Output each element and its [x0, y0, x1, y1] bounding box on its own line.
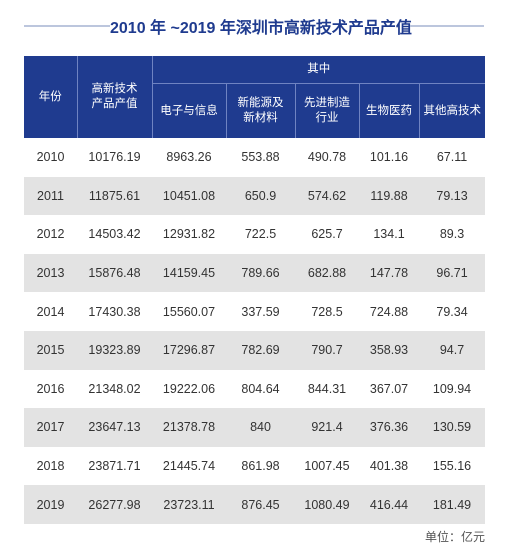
- cell-year: 2019: [24, 485, 77, 524]
- cell-other-tech: 96.71: [419, 253, 486, 293]
- cell-electronics: 14159.45: [152, 253, 226, 293]
- unit-note: 单位：亿元: [424, 530, 485, 544]
- cell-electronics: 8963.26: [152, 138, 226, 177]
- cell-total: 17430.38: [77, 292, 152, 331]
- cell-year: 2011: [24, 176, 77, 216]
- cell-biomedicine: 724.88: [359, 292, 419, 331]
- title-rule-right: [410, 25, 484, 27]
- table-row: 2018 23871.71 21445.74 861.98 1007.45 401.38 1…: [24, 446, 486, 486]
- table-row: 2015 19323.89 17296.87 782.69 790.7 358.93 94.…: [24, 330, 486, 370]
- cell-new-energy: 861.98: [226, 446, 295, 486]
- cell-new-energy: 553.88: [226, 138, 295, 177]
- page-title: 2010 年 ~2019 年深圳市高新技术产品产值: [110, 20, 412, 37]
- cell-other-tech: 155.16: [419, 446, 486, 486]
- cell-total: 15876.48: [77, 253, 152, 293]
- cell-new-energy: 782.69: [226, 330, 295, 370]
- cell-biomedicine: 376.36: [359, 408, 419, 447]
- table-row: 2012 14503.42 12931.82 722.5 625.7 134.1 89.3: [24, 215, 486, 254]
- table-row: 2019 26277.98 23723.11 876.45 1080.49 416.44 1…: [24, 485, 486, 524]
- cell-other-tech: 130.59: [419, 408, 486, 447]
- cell-electronics: 23723.11: [152, 485, 226, 524]
- cell-biomedicine: 367.07: [359, 369, 419, 409]
- cell-year: 2016: [24, 369, 77, 409]
- table-row: 2011 11875.61 10451.08 650.9 574.62 119.88 79.…: [24, 176, 486, 216]
- cell-total: 10176.19: [77, 138, 152, 177]
- cell-other-tech: 89.3: [419, 215, 486, 254]
- cell-new-energy: 876.45: [226, 485, 295, 524]
- table-body: 2010 10176.19 8963.26 553.88 490.78 101.16 67.…: [24, 138, 486, 524]
- cell-electronics: 17296.87: [152, 330, 226, 370]
- cell-new-energy: 789.66: [226, 253, 295, 293]
- cell-electronics: 19222.06: [152, 369, 226, 409]
- header-year: 年份: [24, 56, 77, 138]
- cell-other-tech: 79.34: [419, 292, 486, 331]
- cell-biomedicine: 101.16: [359, 138, 419, 177]
- cell-total: 23871.71: [77, 446, 152, 486]
- cell-total: 11875.61: [77, 176, 152, 216]
- header-new-energy: 新能源及 新材料: [225, 83, 295, 138]
- cell-advanced-manufacturing: 844.31: [295, 369, 359, 409]
- cell-year: 2015: [24, 330, 77, 370]
- cell-advanced-manufacturing: 921.4: [295, 408, 359, 447]
- cell-biomedicine: 358.93: [359, 330, 419, 370]
- cell-total: 23647.13: [77, 408, 152, 447]
- cell-year: 2010: [24, 138, 77, 177]
- cell-new-energy: 840: [226, 408, 295, 447]
- cell-electronics: 12931.82: [152, 215, 226, 254]
- data-table: 年份 高新技术 产品产值 其中 电子与信息 新能源及 新材料 先进制造 行业 生物医药…: [24, 56, 486, 524]
- cell-advanced-manufacturing: 1080.49: [295, 485, 359, 524]
- header-other-tech: 其他高技术: [418, 83, 486, 138]
- cell-advanced-manufacturing: 1007.45: [295, 446, 359, 486]
- header-total: 高新技术 产品产值: [76, 56, 152, 138]
- header-advanced-manufacturing: 先进制造 行业: [294, 83, 359, 138]
- title-bar: 2010 年 ~2019 年深圳市高新技术产品产值: [0, 6, 519, 46]
- cell-total: 21348.02: [77, 369, 152, 409]
- cell-electronics: 10451.08: [152, 176, 226, 216]
- table-row: 2010 10176.19 8963.26 553.88 490.78 101.16 67.…: [24, 138, 486, 177]
- cell-year: 2014: [24, 292, 77, 331]
- cell-advanced-manufacturing: 574.62: [295, 176, 359, 216]
- cell-advanced-manufacturing: 728.5: [295, 292, 359, 331]
- cell-advanced-manufacturing: 790.7: [295, 330, 359, 370]
- table-row: 2016 21348.02 19222.06 804.64 844.31 367.07 10…: [24, 369, 486, 409]
- cell-electronics: 21445.74: [152, 446, 226, 486]
- cell-advanced-manufacturing: 490.78: [295, 138, 359, 177]
- cell-new-energy: 804.64: [226, 369, 295, 409]
- cell-biomedicine: 147.78: [359, 253, 419, 293]
- table-row: 2013 15876.48 14159.45 789.66 682.88 147.78 96…: [24, 253, 486, 293]
- cell-year: 2013: [24, 253, 77, 293]
- cell-advanced-manufacturing: 625.7: [295, 215, 359, 254]
- cell-other-tech: 94.7: [419, 330, 486, 370]
- header-biomedicine: 生物医药: [358, 83, 419, 138]
- cell-year: 2017: [24, 408, 77, 447]
- cell-total: 19323.89: [77, 330, 152, 370]
- cell-biomedicine: 134.1: [359, 215, 419, 254]
- cell-biomedicine: 401.38: [359, 446, 419, 486]
- cell-year: 2012: [24, 215, 77, 254]
- table-row: 2014 17430.38 15560.07 337.59 728.5 724.88 79.…: [24, 292, 486, 331]
- header-group: 其中: [151, 56, 486, 84]
- cell-biomedicine: 416.44: [359, 485, 419, 524]
- cell-year: 2018: [24, 446, 77, 486]
- title-rule-left: [24, 25, 110, 27]
- cell-electronics: 15560.07: [152, 292, 226, 331]
- table-row: 2017 23647.13 21378.78 840 921.4 376.36 130.59: [24, 408, 486, 447]
- header-electronics: 电子与信息: [151, 83, 226, 138]
- cell-electronics: 21378.78: [152, 408, 226, 447]
- cell-other-tech: 109.94: [419, 369, 486, 409]
- cell-total: 26277.98: [77, 485, 152, 524]
- cell-new-energy: 722.5: [226, 215, 295, 254]
- cell-total: 14503.42: [77, 215, 152, 254]
- cell-new-energy: 337.59: [226, 292, 295, 331]
- cell-advanced-manufacturing: 682.88: [295, 253, 359, 293]
- cell-biomedicine: 119.88: [359, 176, 419, 216]
- cell-other-tech: 67.11: [419, 138, 486, 177]
- cell-new-energy: 650.9: [226, 176, 295, 216]
- cell-other-tech: 181.49: [419, 485, 486, 524]
- cell-other-tech: 79.13: [419, 176, 486, 216]
